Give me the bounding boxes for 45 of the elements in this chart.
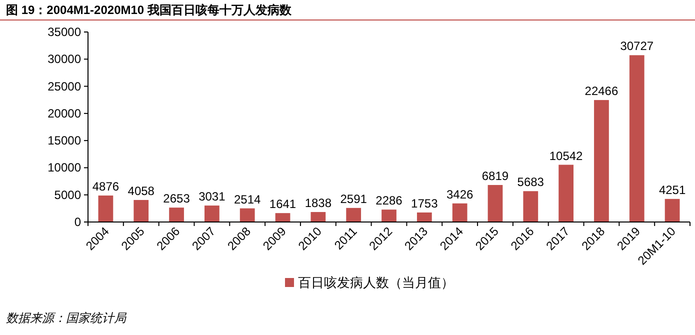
data-label: 3426	[446, 187, 474, 202]
bar	[134, 200, 149, 222]
bar	[346, 208, 362, 222]
data-label: 4876	[92, 180, 120, 194]
y-tick-label: 30000	[48, 52, 82, 66]
bar	[275, 213, 290, 222]
data-label: 6819	[482, 168, 509, 183]
data-label: 22466	[584, 84, 618, 98]
bar	[629, 55, 644, 222]
y-tick-label: 10000	[48, 160, 82, 175]
data-label: 4251	[658, 182, 686, 197]
data-label: 2591	[340, 192, 368, 206]
bar	[169, 208, 184, 222]
bar	[416, 212, 432, 222]
data-label: 1838	[304, 196, 332, 210]
data-label: 2514	[234, 192, 262, 206]
y-tick-label: 20000	[48, 106, 82, 120]
y-tick-label: 35000	[48, 25, 82, 39]
data-label: 1753	[411, 196, 438, 210]
data-label: 3031	[198, 190, 226, 204]
bar	[382, 210, 396, 222]
data-label: 30727	[620, 39, 654, 54]
bar	[558, 164, 574, 222]
bar	[204, 206, 220, 222]
legend-label: 百日咳发病人数（当月值）	[298, 275, 454, 290]
bar	[98, 196, 114, 222]
bar	[452, 203, 468, 222]
data-label: 2653	[163, 192, 190, 206]
bar	[523, 191, 538, 222]
chart-title: 图 19：2004M1-2020M10 我国百日咳每十万人发病数	[6, 3, 292, 17]
data-label: 10542	[549, 148, 584, 163]
bar	[240, 208, 255, 222]
y-tick-label: 15000	[48, 134, 82, 148]
data-label: 2286	[376, 194, 403, 208]
y-tick-label: 25000	[48, 79, 82, 94]
y-tick-label: 0	[74, 215, 82, 229]
data-label: 4058	[128, 184, 155, 198]
source-note: 数据来源：国家统计局	[6, 311, 127, 325]
bar	[664, 198, 680, 222]
bar	[594, 100, 609, 222]
bar	[310, 212, 326, 222]
data-label: 1641	[269, 197, 296, 212]
bar	[488, 184, 503, 222]
y-tick-label: 5000	[54, 188, 82, 202]
data-label: 5683	[517, 175, 544, 190]
